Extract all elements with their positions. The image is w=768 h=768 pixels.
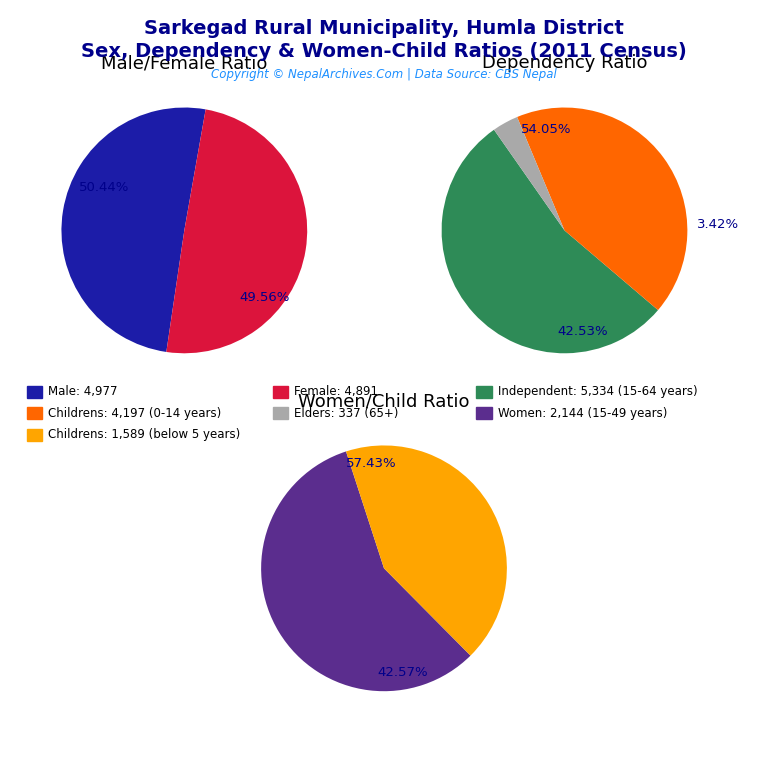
Text: Male: 4,977: Male: 4,977 <box>48 386 118 398</box>
Text: 3.42%: 3.42% <box>697 218 740 230</box>
Text: Women: 2,144 (15-49 years): Women: 2,144 (15-49 years) <box>498 407 667 419</box>
Text: Childrens: 4,197 (0-14 years): Childrens: 4,197 (0-14 years) <box>48 407 222 419</box>
Text: 50.44%: 50.44% <box>79 181 130 194</box>
Text: Childrens: 1,589 (below 5 years): Childrens: 1,589 (below 5 years) <box>48 429 240 441</box>
Text: Copyright © NepalArchives.Com | Data Source: CBS Nepal: Copyright © NepalArchives.Com | Data Sou… <box>211 68 557 81</box>
Wedge shape <box>261 452 471 691</box>
Text: 49.56%: 49.56% <box>239 292 290 304</box>
Title: Male/Female Ratio: Male/Female Ratio <box>101 55 267 72</box>
Wedge shape <box>167 109 307 353</box>
Wedge shape <box>494 117 564 230</box>
Text: Sex, Dependency & Women-Child Ratios (2011 Census): Sex, Dependency & Women-Child Ratios (20… <box>81 42 687 61</box>
Text: 42.53%: 42.53% <box>558 325 608 338</box>
Text: 57.43%: 57.43% <box>346 458 397 470</box>
Text: 42.57%: 42.57% <box>377 667 428 679</box>
Title: Women/Child Ratio: Women/Child Ratio <box>298 392 470 410</box>
Text: Elders: 337 (65+): Elders: 337 (65+) <box>294 407 399 419</box>
Wedge shape <box>346 445 507 656</box>
Title: Dependency Ratio: Dependency Ratio <box>482 55 647 72</box>
Text: Independent: 5,334 (15-64 years): Independent: 5,334 (15-64 years) <box>498 386 697 398</box>
Text: Sarkegad Rural Municipality, Humla District: Sarkegad Rural Municipality, Humla Distr… <box>144 19 624 38</box>
Wedge shape <box>61 108 206 352</box>
Wedge shape <box>517 108 687 310</box>
Text: 54.05%: 54.05% <box>521 123 571 136</box>
Wedge shape <box>442 130 658 353</box>
Text: Female: 4,891: Female: 4,891 <box>294 386 378 398</box>
